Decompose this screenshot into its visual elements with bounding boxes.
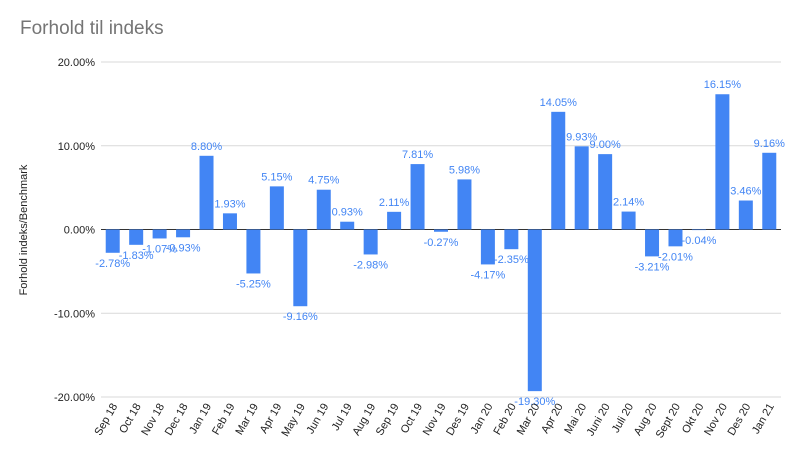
data-label: 16.15% <box>704 79 742 91</box>
bar <box>574 146 589 230</box>
y-tick-label: 0.00% <box>64 225 95 237</box>
data-label: -0.04% <box>682 235 717 247</box>
data-label: -2.78% <box>95 258 130 270</box>
bar <box>691 229 706 231</box>
data-label: -2.98% <box>353 259 388 271</box>
data-label: -19.30% <box>514 396 555 408</box>
bar <box>762 152 777 230</box>
x-tick-label: Jun 19 <box>304 402 331 437</box>
bar <box>504 229 519 250</box>
bar <box>246 229 261 274</box>
y-tick-label: -20.00% <box>54 392 95 404</box>
chart-title: Forhold til indeks <box>20 18 164 39</box>
data-label: -2.01% <box>658 251 693 263</box>
data-label: 2.14% <box>613 197 644 209</box>
data-label: -0.27% <box>424 237 459 249</box>
bar <box>176 229 191 238</box>
bar <box>199 155 214 230</box>
bar <box>598 154 613 230</box>
x-tick-label: Jul 19 <box>330 402 355 433</box>
x-tick-label: Des 20 <box>726 402 754 438</box>
data-label: 3.46% <box>730 186 761 198</box>
x-tick-label: Sep 18 <box>92 402 120 438</box>
data-label: 4.75% <box>308 175 339 187</box>
data-label: -5.25% <box>236 278 271 290</box>
y-tick-label: 10.00% <box>58 141 96 153</box>
bar <box>410 164 425 230</box>
bar <box>293 229 308 307</box>
data-label: 5.98% <box>449 164 480 176</box>
data-label: -3.21% <box>635 261 670 273</box>
bar <box>738 200 753 230</box>
data-label: 9.16% <box>754 138 785 150</box>
bar <box>715 94 730 230</box>
bar <box>387 211 402 230</box>
data-label: 0.93% <box>332 207 363 219</box>
x-tick-label: Juni 20 <box>585 402 613 439</box>
y-tick-label: -10.00% <box>54 308 95 320</box>
bar <box>434 229 448 232</box>
bar <box>316 189 331 230</box>
bar <box>269 186 284 230</box>
x-tick-label: Jan 21 <box>750 402 777 437</box>
data-label: 2.11% <box>379 197 410 209</box>
data-label: -0.93% <box>166 242 201 254</box>
x-tick-label: Des 19 <box>444 402 472 438</box>
data-label: 8.80% <box>191 141 222 153</box>
data-label: -1.07% <box>142 243 177 255</box>
data-label: 9.00% <box>590 139 621 151</box>
bar <box>105 229 120 253</box>
data-label: -2.35% <box>494 254 529 266</box>
y-tick-label: 20.00% <box>58 57 96 69</box>
data-label: -9.16% <box>283 311 318 323</box>
data-label: 5.15% <box>261 171 292 183</box>
bar <box>457 179 472 230</box>
data-label: -1.83% <box>119 250 154 262</box>
bar <box>668 229 683 247</box>
bar <box>645 229 660 257</box>
data-label: 1.93% <box>214 198 245 210</box>
bar <box>480 229 495 265</box>
bar <box>621 211 636 230</box>
x-tick-label: Sep 19 <box>374 402 402 438</box>
x-tick-label: Dec 18 <box>163 402 191 438</box>
data-label: 7.81% <box>402 149 433 161</box>
data-label: -4.17% <box>470 269 505 281</box>
bar <box>363 229 378 255</box>
bar <box>340 221 355 230</box>
bar <box>551 111 566 230</box>
bar <box>152 229 167 239</box>
data-label: 14.05% <box>540 97 578 109</box>
data-label: 9.93% <box>566 131 597 143</box>
bar <box>129 229 144 245</box>
x-tick-label: Mar 19 <box>233 402 261 438</box>
bar <box>222 213 237 230</box>
bar <box>527 229 542 392</box>
